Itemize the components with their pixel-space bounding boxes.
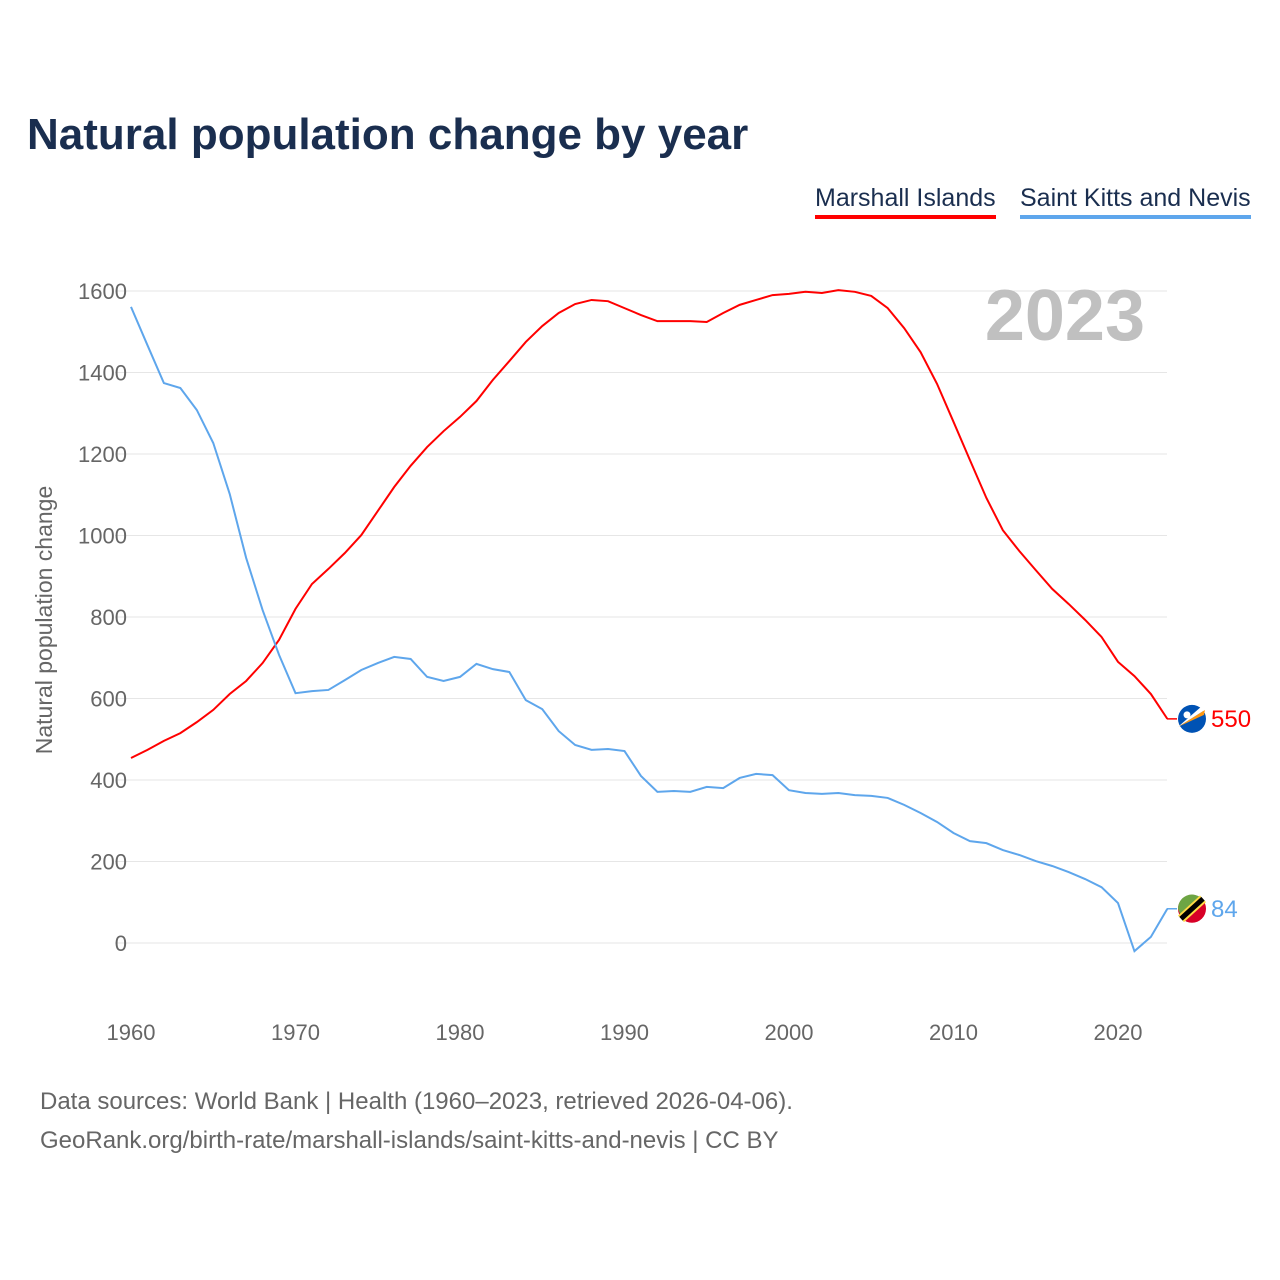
y-axis-label: Natural population change <box>31 486 57 755</box>
footer-sources: Data sources: World Bank | Health (1960–… <box>40 1088 793 1115</box>
y-tick-label: 600 <box>90 687 127 712</box>
series-line-marshall-islands <box>130 289 1169 759</box>
y-tick-label: 200 <box>90 850 127 875</box>
marshall-islands-flag-icon <box>1178 704 1206 733</box>
x-tick-label: 1990 <box>600 1020 649 1045</box>
saint-kitts-and-nevis-flag-icon <box>1177 894 1207 923</box>
legend-saint-kitts-and-nevis[interactable]: Saint Kitts and Nevis <box>1020 184 1251 219</box>
y-tick-label: 400 <box>90 768 127 793</box>
y-tick-label: 1400 <box>78 361 127 386</box>
x-tick-label: 1970 <box>271 1020 320 1045</box>
end-value-label: 550 <box>1211 706 1251 733</box>
x-tick-label: 1980 <box>436 1020 485 1045</box>
x-tick-label: 1960 <box>107 1020 156 1045</box>
series-line-saint-kitts-and-nevis <box>130 306 1169 953</box>
flag-star <box>1183 711 1191 719</box>
x-tick-label: 2010 <box>929 1020 978 1045</box>
y-tick-label: 1200 <box>78 442 127 467</box>
y-tick-label: 1600 <box>78 279 127 304</box>
flag-stripe <box>1179 896 1205 921</box>
y-tick-label: 1000 <box>78 524 127 549</box>
end-value-label: 84 <box>1211 896 1238 923</box>
flag-stripe <box>1178 706 1205 727</box>
x-tick-label: 2000 <box>765 1020 814 1045</box>
year-label: 2023 <box>985 276 1145 356</box>
y-tick-label: 0 <box>115 931 127 956</box>
footer-link[interactable]: GeoRank.org/birth-rate/marshall-islands/… <box>40 1127 779 1154</box>
x-tick-label: 2020 <box>1094 1020 1143 1045</box>
chart-title: Natural population change by year <box>27 110 749 159</box>
legend-marshall-islands[interactable]: Marshall Islands <box>815 184 996 219</box>
y-tick-label: 800 <box>90 605 127 630</box>
